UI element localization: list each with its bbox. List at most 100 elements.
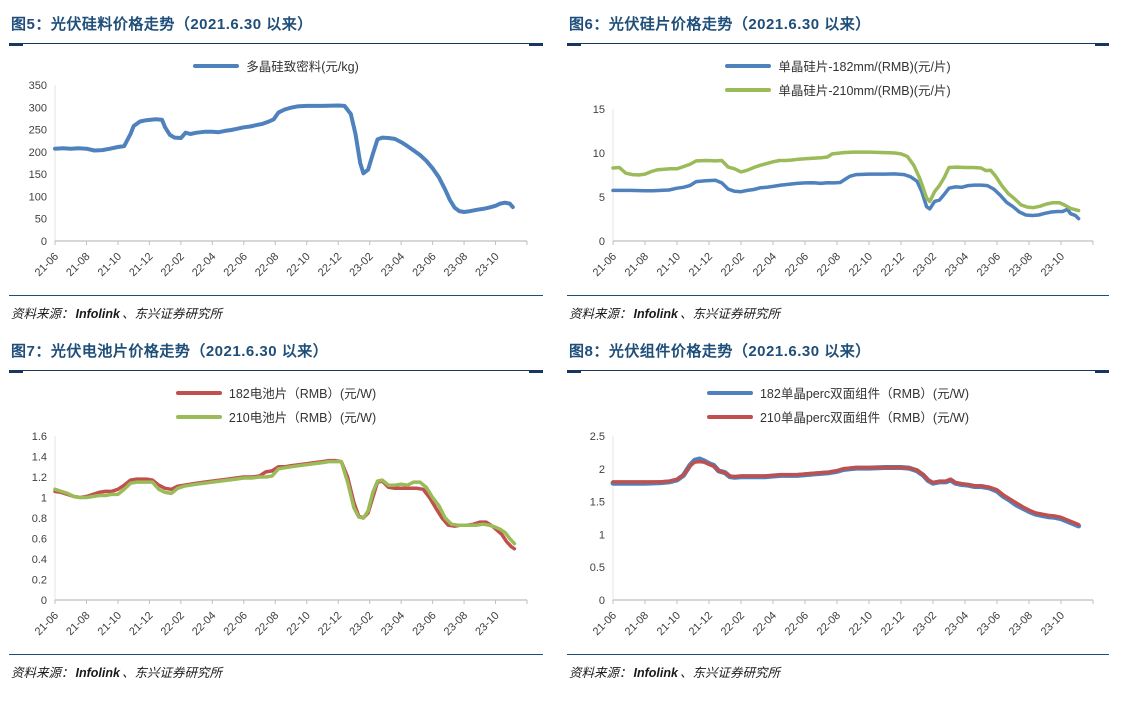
legend-label: 单晶硅片-182mm/(RMB)(元/片)	[778, 60, 951, 74]
svg-text:21-08: 21-08	[64, 610, 92, 638]
svg-text:0.2: 0.2	[32, 575, 47, 587]
svg-text:1: 1	[599, 529, 605, 541]
legend-item: 单晶硅片-210mm/(RMB)(元/片)	[725, 80, 951, 99]
source-label: 资料来源：	[11, 306, 74, 321]
svg-text:23-10: 23-10	[473, 610, 501, 638]
svg-text:21-08: 21-08	[64, 251, 92, 279]
svg-text:22-10: 22-10	[847, 251, 875, 279]
svg-text:23-06: 23-06	[975, 610, 1003, 638]
source-institution: 、东兴证券研究所	[679, 665, 780, 680]
svg-text:21-06: 21-06	[591, 251, 619, 279]
svg-text:150: 150	[29, 169, 47, 181]
svg-text:22-12: 22-12	[879, 610, 907, 638]
svg-text:0: 0	[41, 236, 47, 248]
svg-text:23-02: 23-02	[347, 251, 375, 279]
legend-label: 210电池片（RMB）(元/W)	[228, 411, 377, 425]
polysilicon-price-chart: 0 50 100 150 200 250 300 350 21-06 21-08 21-10 21-1…	[29, 80, 528, 279]
svg-text:23-06: 23-06	[975, 251, 1003, 279]
svg-text:21-12: 21-12	[687, 610, 715, 638]
legend-item: 182单晶perc双面组件（RMB）(元/W)	[706, 383, 970, 402]
source-infolink: Infolink	[75, 666, 120, 680]
svg-text:23-02: 23-02	[911, 610, 939, 638]
source-infolink: Infolink	[75, 307, 120, 321]
svg-text:250: 250	[29, 125, 47, 137]
legend-item: 多晶硅致密料(元/kg)	[193, 56, 359, 75]
svg-text:100: 100	[29, 191, 47, 203]
svg-text:1: 1	[41, 493, 47, 505]
svg-text:0.5: 0.5	[590, 562, 605, 574]
svg-text:21-12: 21-12	[127, 610, 155, 638]
svg-text:22-02: 22-02	[719, 610, 747, 638]
svg-text:21-06: 21-06	[591, 610, 619, 638]
svg-text:22-06: 22-06	[222, 610, 250, 638]
svg-text:23-10: 23-10	[473, 251, 501, 279]
cell-price-chart: 0 0.2 0.4 0.6 0.8 1 1.2 1.4 1.6 21-06 21-08 21-10 21…	[32, 431, 528, 638]
svg-text:21-06: 21-06	[33, 610, 61, 638]
source-infolink: Infolink	[633, 666, 678, 680]
svg-text:300: 300	[29, 102, 47, 114]
svg-text:15: 15	[593, 104, 605, 116]
svg-text:22-02: 22-02	[159, 251, 187, 279]
source-institution: 、东兴证券研究所	[121, 306, 222, 321]
title-rule	[9, 39, 543, 46]
svg-text:22-10: 22-10	[284, 251, 312, 279]
separator-rule	[567, 295, 1109, 296]
title-rule	[567, 366, 1109, 373]
chart-legend: 单晶硅片-182mm/(RMB)(元/片) 单晶硅片-210mm/(RMB)(元/…	[567, 56, 1109, 99]
svg-text:1.5: 1.5	[590, 497, 605, 509]
figure-title: 图8：光伏组件价格走势（2021.6.30 以来）	[569, 343, 871, 360]
svg-text:350: 350	[29, 80, 47, 92]
svg-text:22-04: 22-04	[751, 251, 779, 279]
svg-text:0.6: 0.6	[32, 534, 47, 546]
svg-text:23-02: 23-02	[347, 610, 375, 638]
source-label: 资料来源：	[11, 665, 74, 680]
svg-text:200: 200	[29, 147, 47, 159]
svg-text:10: 10	[593, 148, 605, 160]
legend-item: 210电池片（RMB）(元/W)	[175, 407, 377, 426]
source-line: 资料来源： Infolink 、东兴证券研究所	[9, 296, 543, 331]
svg-text:23-10: 23-10	[1039, 610, 1067, 638]
svg-text:23-04: 23-04	[943, 610, 971, 638]
legend-line-swatch	[725, 63, 772, 68]
svg-text:23-04: 23-04	[379, 610, 407, 638]
source-line: 资料来源： Infolink 、东兴证券研究所	[567, 655, 1109, 690]
svg-text:0: 0	[599, 595, 605, 607]
svg-text:21-12: 21-12	[127, 251, 155, 279]
title-rule	[567, 39, 1109, 46]
source-line: 资料来源： Infolink 、东兴证券研究所	[9, 655, 543, 690]
source-line: 资料来源： Infolink 、东兴证券研究所	[567, 296, 1109, 331]
svg-text:23-06: 23-06	[410, 251, 438, 279]
report-figures-grid: 图5：光伏硅料价格走势（2021.6.30 以来） 多晶硅致密料(元/kg) 0…	[9, 16, 1109, 690]
svg-text:0: 0	[41, 595, 47, 607]
svg-text:23-08: 23-08	[442, 610, 470, 638]
legend-line-swatch	[193, 63, 240, 68]
svg-text:1.2: 1.2	[32, 472, 47, 484]
svg-text:23-10: 23-10	[1039, 251, 1067, 279]
svg-text:5: 5	[599, 192, 605, 204]
chart-legend: 多晶硅致密料(元/kg)	[9, 56, 543, 75]
legend-item: 210单晶perc双面组件（RMB）(元/W)	[706, 407, 969, 426]
title-rule	[9, 366, 543, 373]
svg-text:22-06: 22-06	[222, 251, 250, 279]
svg-text:21-10: 21-10	[655, 610, 683, 638]
legend-line-swatch	[725, 87, 772, 92]
source-institution: 、东兴证券研究所	[679, 306, 780, 321]
svg-text:23-02: 23-02	[911, 251, 939, 279]
svg-text:23-06: 23-06	[410, 610, 438, 638]
svg-text:21-10: 21-10	[96, 610, 124, 638]
legend-label: 单晶硅片-210mm/(RMB)(元/片)	[778, 84, 951, 98]
figure-panel-8: 图8：光伏组件价格走势（2021.6.30 以来） 182单晶perc双面组件（…	[567, 331, 1109, 690]
figure-title: 图5：光伏硅料价格走势（2021.6.30 以来）	[11, 16, 313, 33]
legend-label: 182单晶perc双面组件（RMB）(元/W)	[759, 387, 970, 401]
svg-text:1.6: 1.6	[32, 431, 47, 443]
svg-text:21-10: 21-10	[655, 251, 683, 279]
legend-line-swatch	[706, 414, 753, 419]
legend-label: 182电池片（RMB）(元/W)	[228, 387, 377, 401]
svg-text:22-06: 22-06	[783, 251, 811, 279]
source-infolink: Infolink	[633, 307, 678, 321]
svg-text:22-08: 22-08	[815, 251, 843, 279]
legend-item: 182电池片（RMB）(元/W)	[175, 383, 377, 402]
legend-label: 多晶硅致密料(元/kg)	[246, 60, 359, 74]
legend-line-swatch	[175, 390, 222, 395]
